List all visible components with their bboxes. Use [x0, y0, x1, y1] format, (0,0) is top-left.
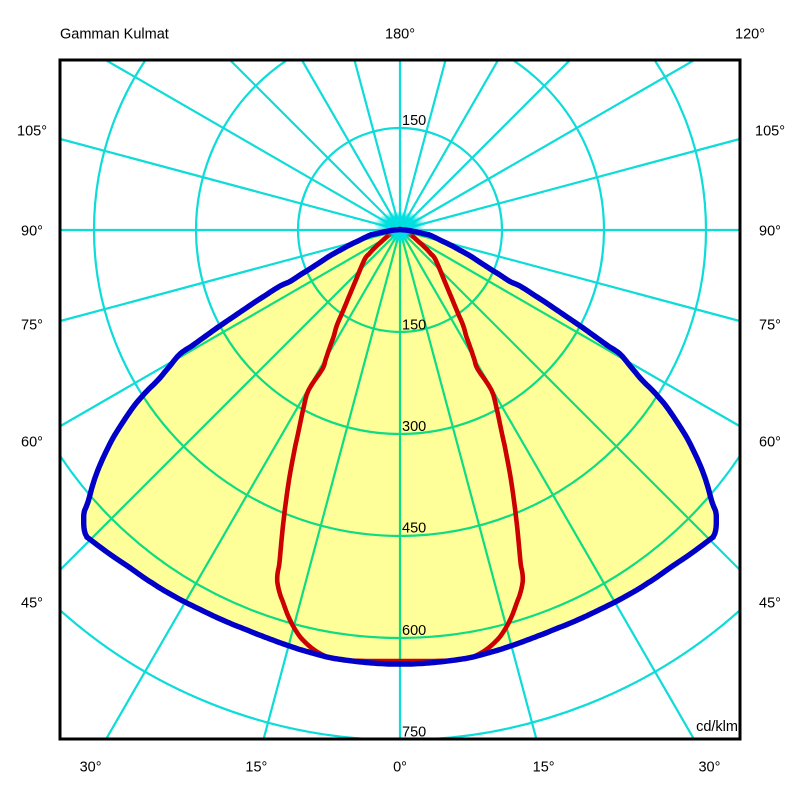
svg-text:120°: 120° — [735, 27, 765, 43]
svg-text:75°: 75° — [759, 318, 781, 334]
svg-text:30°: 30° — [80, 760, 102, 776]
svg-text:750: 750 — [402, 725, 426, 741]
svg-text:15°: 15° — [245, 760, 267, 776]
svg-text:300: 300 — [402, 419, 426, 435]
svg-text:45°: 45° — [759, 596, 781, 612]
svg-text:90°: 90° — [759, 224, 781, 240]
svg-text:180°: 180° — [385, 27, 415, 43]
svg-text:150: 150 — [402, 318, 426, 334]
svg-text:600: 600 — [402, 623, 426, 639]
svg-text:450: 450 — [402, 521, 426, 537]
svg-text:60°: 60° — [759, 435, 781, 451]
svg-text:150: 150 — [402, 113, 426, 129]
svg-text:60°: 60° — [21, 435, 43, 451]
svg-text:Gamman Kulmat: Gamman Kulmat — [60, 27, 169, 43]
svg-text:105°: 105° — [17, 124, 47, 140]
svg-text:15°: 15° — [533, 760, 555, 776]
svg-text:90°: 90° — [21, 224, 43, 240]
svg-text:105°: 105° — [755, 124, 785, 140]
svg-text:45°: 45° — [21, 596, 43, 612]
svg-text:75°: 75° — [21, 318, 43, 334]
svg-text:0°: 0° — [393, 760, 407, 776]
svg-text:cd/klm: cd/klm — [696, 719, 738, 735]
svg-text:30°: 30° — [698, 760, 720, 776]
